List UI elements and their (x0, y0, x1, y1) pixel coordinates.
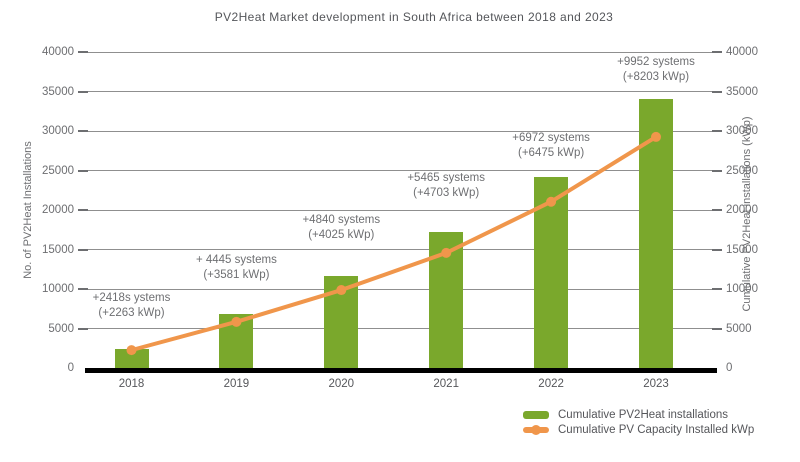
annotation-systems: +4840 systems (302, 213, 381, 226)
y-tick-label-left: 15000 (42, 243, 74, 256)
y-tick-left (78, 130, 88, 132)
gridline (88, 328, 712, 329)
y-tick-left (78, 169, 88, 172)
x-tick-label: 2021 (433, 378, 459, 390)
bar-series-swatch (523, 411, 549, 419)
legend-item-capacity: Cumulative PV Capacity Installed kWp (523, 423, 754, 437)
annotation-kwp: (+3581 kWp) (203, 268, 270, 281)
gridline (88, 130, 712, 132)
bar-annotation: +9952 systems (+8203 kWp) (586, 55, 726, 85)
y-tick-label-left: 40000 (42, 46, 74, 58)
annotation-kwp: (+4025 kWp) (308, 228, 375, 241)
y-tick-label-left: 20000 (42, 204, 74, 216)
y-tick-left (78, 248, 88, 251)
line-series-swatch (523, 424, 549, 436)
x-tick-label: 2019 (223, 378, 250, 390)
y-tick-label-left: 0 (67, 362, 74, 374)
y-tick-right (712, 169, 722, 172)
plot-area: 0 0 5000 5000 10000 10000 15000 15000 20000 20000… (42, 46, 758, 390)
y-tick-right (712, 288, 722, 290)
y-tick-left (78, 90, 88, 93)
gridline (88, 91, 712, 92)
y-tick-label-right: 10000 (726, 283, 758, 295)
x-axis-line (85, 368, 717, 373)
chart-title: PV2Heat Market development in South Afri… (214, 10, 614, 24)
annotation-kwp: (+8203 kWp) (622, 70, 690, 83)
annotation-kwp: (+2263 kWp) (98, 306, 165, 319)
line-swatch-dot (531, 425, 541, 435)
bar-annotation: +4840 systems (+4025 kWp) (271, 213, 411, 243)
legend: Cumulative PV2Heat installations Cumulat… (523, 408, 754, 438)
bar-annotation: +6972 systems (+6475 kWp) (481, 131, 621, 161)
line-marker-2020 (336, 285, 347, 296)
y-tick-label-right: 25000 (726, 164, 758, 177)
y-tick-right (712, 90, 722, 93)
line-marker-2021 (441, 247, 452, 258)
x-tick-label: 2020 (328, 378, 355, 390)
y-tick-label-right: 0 (726, 362, 733, 374)
y-tick-label-left: 25000 (42, 164, 74, 177)
gridline (88, 288, 712, 290)
annotation-systems: +6972 systems (512, 132, 590, 145)
bar-annotation: +5465 systems (+4703 kWp) (376, 171, 516, 201)
y-tick-right (712, 130, 722, 132)
gridline (88, 51, 712, 53)
line-marker-2023 (651, 131, 661, 142)
y-tick-right (712, 209, 722, 211)
y-tick-label-right: 5000 (726, 322, 752, 335)
capacity-line (129, 134, 658, 353)
x-tick-label: 2022 (538, 378, 564, 390)
annotation-systems: +2418s ystems (92, 291, 171, 304)
gridline (88, 249, 712, 250)
annotation-systems: + 4445 systems (195, 253, 277, 266)
annotation-systems: +5465 systems (407, 172, 486, 185)
legend-item-installations: Cumulative PV2Heat installations (523, 408, 754, 422)
annotation-kwp: (+6475 kWp) (518, 147, 585, 160)
y-tick-right (712, 327, 722, 330)
y-tick-label-right: 15000 (726, 243, 758, 256)
y-tick-label-right: 35000 (726, 85, 758, 98)
y-tick-left (78, 288, 88, 290)
gridline (88, 170, 712, 171)
y-tick-label-right: 20000 (726, 204, 758, 216)
x-tick-label: 2023 (643, 378, 669, 390)
y-tick-left (78, 51, 88, 53)
x-tick-label: 2018 (118, 378, 145, 390)
y-tick-right (712, 51, 722, 53)
legend-label: Cumulative PV Capacity Installed kWp (558, 424, 755, 436)
bar-annotation: +2418s ystems (+2263 kWp) (62, 291, 202, 321)
annotation-kwp: (+4703 kWp) (413, 187, 480, 200)
bar-2018 (114, 348, 149, 368)
line-marker-2018 (126, 345, 137, 356)
line-marker-2019 (231, 316, 242, 327)
bar-annotation: + 4445 systems (+3581 kWp) (166, 253, 306, 283)
capacity-line-chart (126, 131, 661, 356)
y-tick-right (712, 248, 722, 251)
line-marker-2022 (546, 196, 557, 207)
gridline (88, 209, 712, 211)
y-tick-label-right: 30000 (726, 125, 758, 137)
y-tick-left (78, 327, 88, 330)
y-tick-label-right: 40000 (726, 46, 758, 58)
y-tick-label-left: 35000 (42, 85, 74, 98)
y-tick-label-left: 10000 (42, 283, 74, 295)
annotation-systems: +9952 systems (617, 55, 695, 68)
y-tick-label-left: 30000 (42, 125, 74, 137)
y-tick-left (78, 209, 88, 211)
y-tick-label-left: 5000 (48, 322, 74, 335)
legend-label: Cumulative PV2Heat installations (558, 409, 729, 421)
